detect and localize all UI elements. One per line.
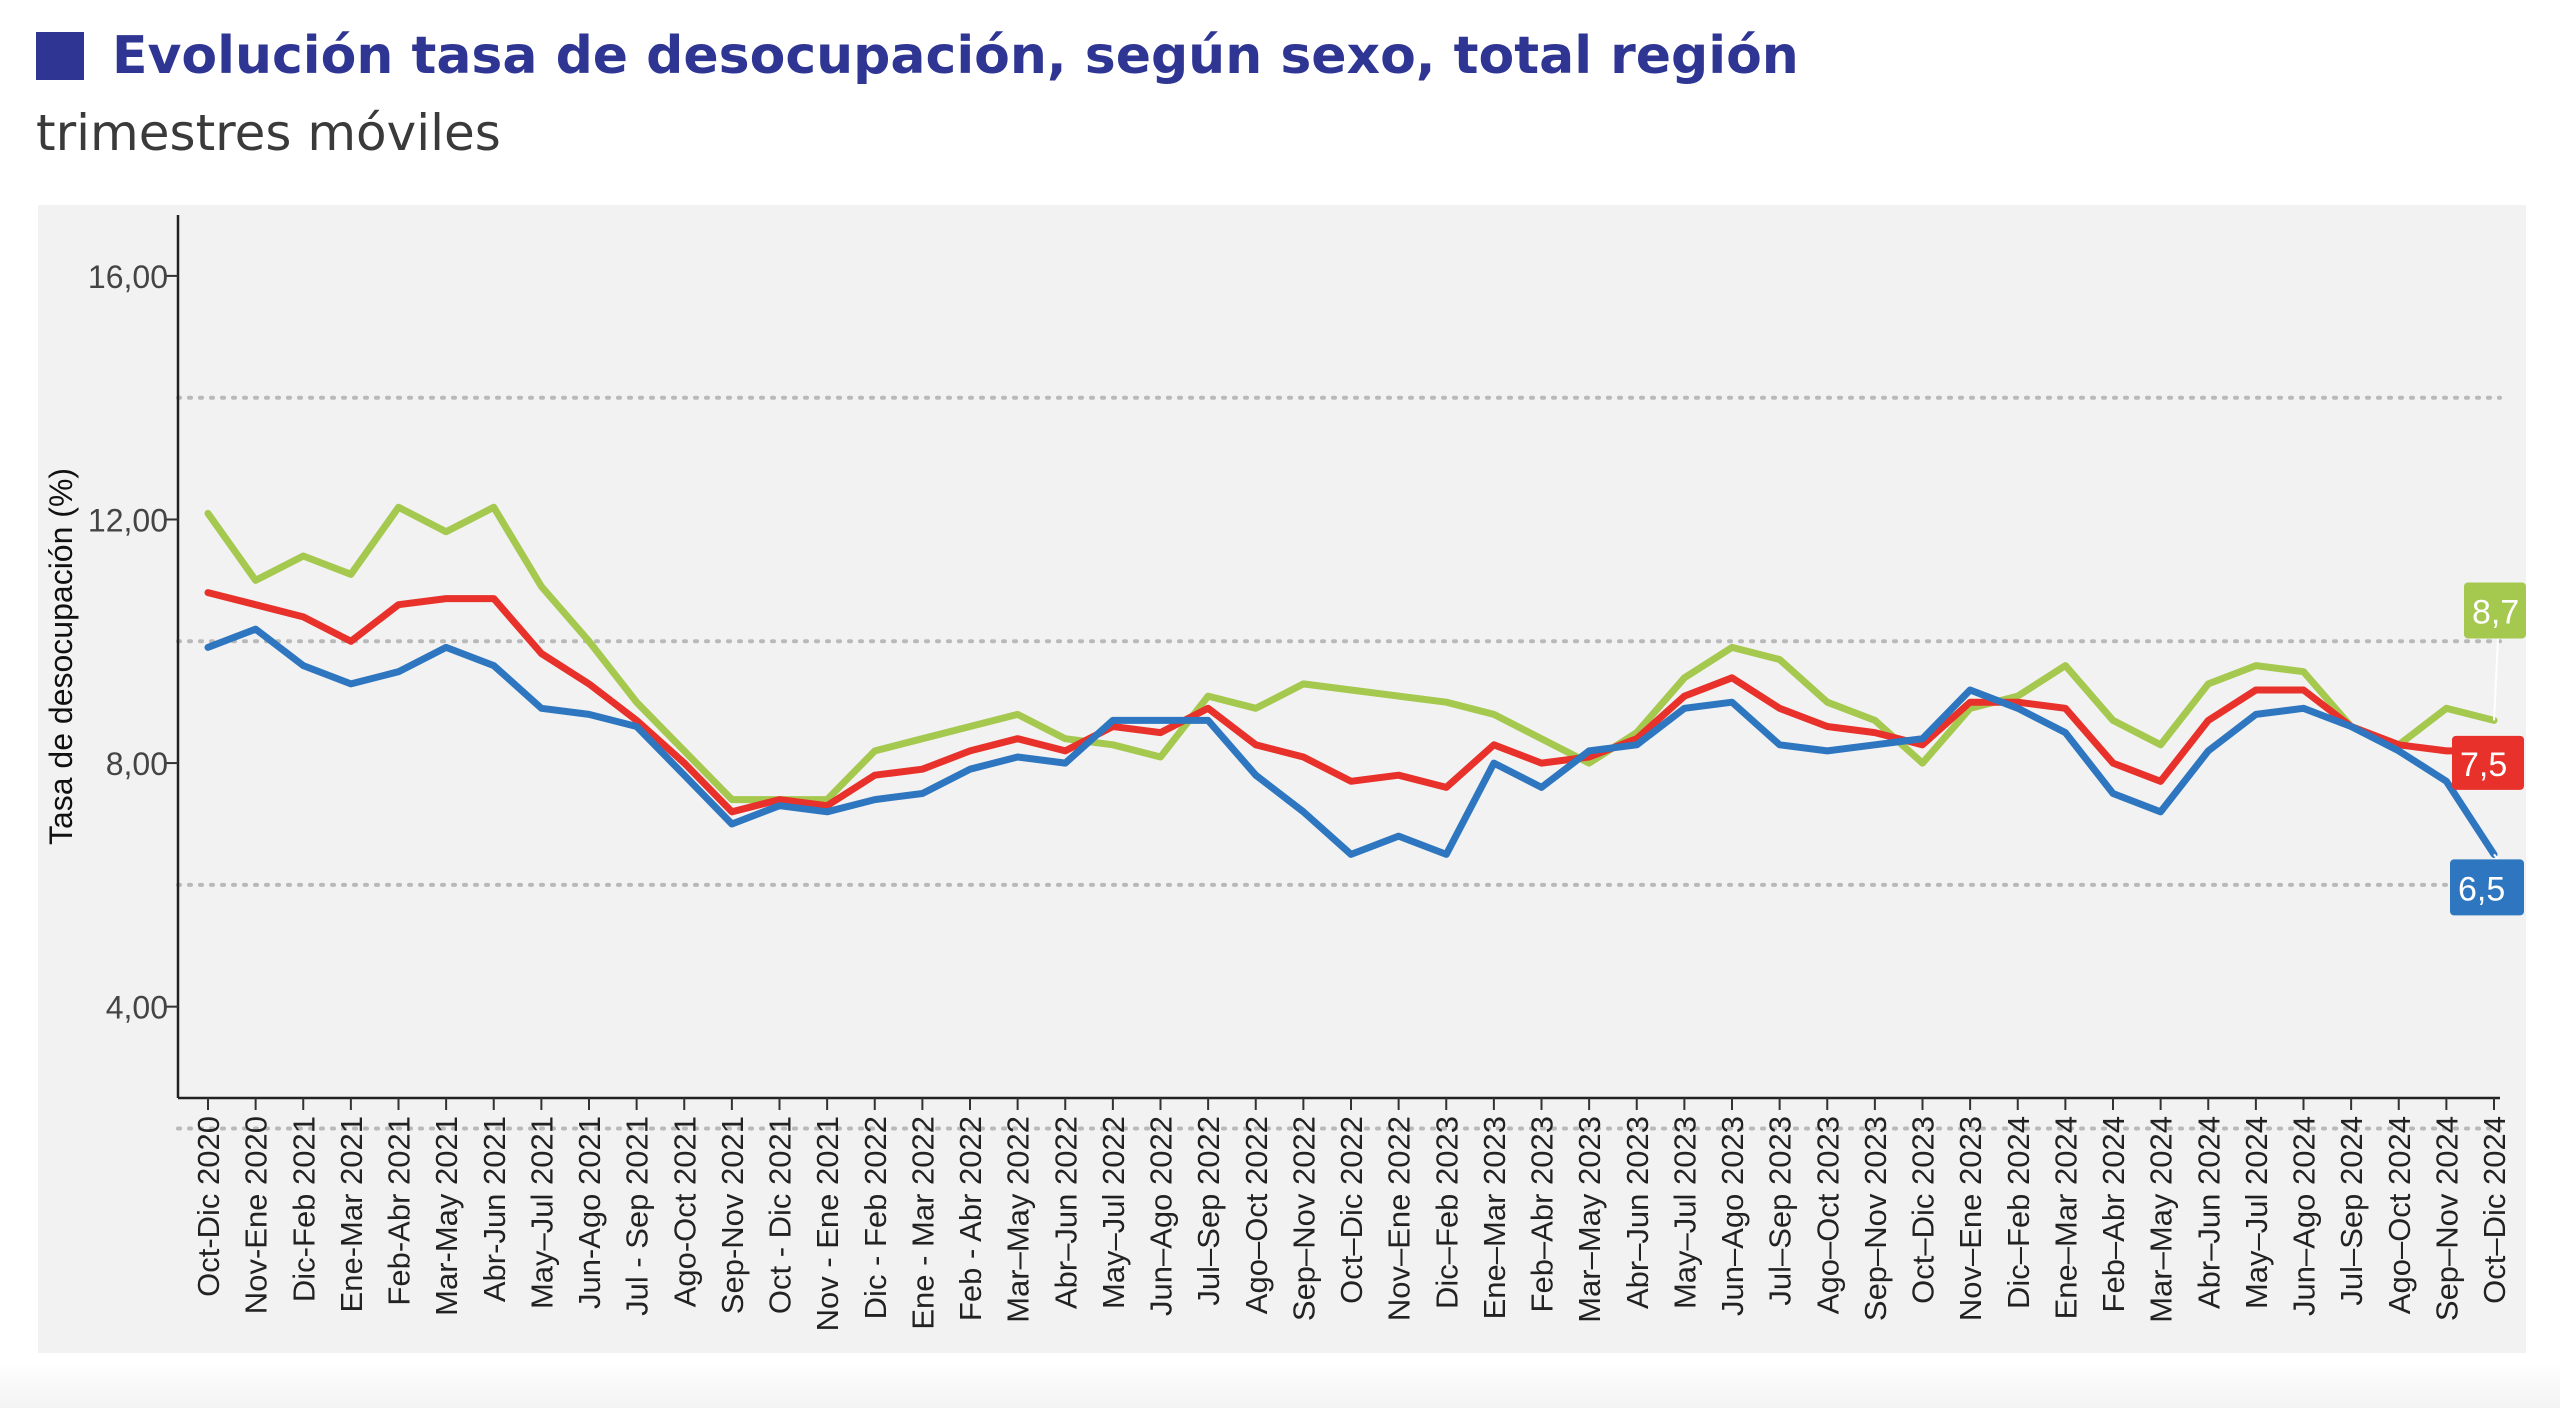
x-tick-label: Jun–Ago 2024 — [2287, 1116, 2322, 1316]
x-tick-label: Feb–Abr 2024 — [2096, 1116, 2131, 1312]
y-axis-label: Tasa de desocupación (%) — [43, 468, 79, 845]
x-tick-label: Sep–Nov 2023 — [1858, 1116, 1893, 1321]
end-label-text: 7,5 — [2460, 746, 2507, 784]
end-label-box — [2452, 735, 2524, 790]
x-tick-label: Oct–Dic 2024 — [2477, 1116, 2512, 1304]
x-tick-label: Dic–Feb 2024 — [2001, 1116, 2036, 1309]
x-tick-label: Jun–Ago 2022 — [1144, 1116, 1179, 1316]
title-square-icon — [36, 32, 84, 80]
x-tick-label: Abr-Jun 2021 — [477, 1116, 512, 1302]
x-tick-label: Nov–Ene 2023 — [1953, 1116, 1988, 1321]
x-tick-label: Abr–Jun 2022 — [1048, 1116, 1083, 1309]
chart-subtitle: trimestres móviles — [36, 104, 501, 162]
x-tick-label: Feb-Abr 2021 — [382, 1116, 417, 1306]
x-tick-label: Ene - Mar 2022 — [905, 1116, 940, 1330]
x-tick-label: Jul–Sep 2024 — [2334, 1116, 2369, 1306]
end-label-box — [2450, 859, 2524, 916]
x-tick-label: Oct-Dic 2020 — [191, 1116, 226, 1297]
x-tick-label: May–Jul 2023 — [1667, 1116, 1702, 1309]
x-tick-label: Mar–May 2024 — [2144, 1116, 2179, 1323]
x-tick-label: Oct–Dic 2022 — [1334, 1116, 1369, 1304]
x-tick-label: Nov - Ene 2021 — [810, 1116, 845, 1331]
bottom-fade — [0, 1362, 2560, 1408]
x-tick-label: Dic-Feb 2021 — [286, 1116, 321, 1302]
x-tick-label: May–Jul 2022 — [1096, 1116, 1131, 1309]
x-tick-label: Ago–Oct 2022 — [1239, 1116, 1274, 1314]
x-tick-label: Nov-Ene 2020 — [239, 1116, 274, 1314]
x-tick-label: Ago-Oct 2021 — [667, 1116, 702, 1307]
x-tick-label: Jul–Sep 2022 — [1191, 1116, 1226, 1306]
x-tick-label: Ago–Oct 2023 — [1810, 1116, 1845, 1314]
x-tick-label: Dic - Feb 2022 — [858, 1116, 893, 1319]
x-tick-label: Feb - Abr 2022 — [953, 1116, 988, 1321]
x-tick-label: Sep-Nov 2021 — [715, 1116, 750, 1314]
x-tick-label: Dic–Feb 2023 — [1429, 1116, 1464, 1309]
x-tick-label: Ago–Oct 2024 — [2382, 1116, 2417, 1314]
x-tick-label: Mar–May 2022 — [1001, 1116, 1036, 1323]
x-tick-label: Sep–Nov 2024 — [2429, 1116, 2464, 1321]
x-tick-label: Ene–Mar 2023 — [1477, 1116, 1512, 1319]
x-tick-label: Abr–Jun 2024 — [2191, 1116, 2226, 1309]
y-tick-label: 12,00 — [88, 502, 168, 538]
x-tick-label: May–Jul 2024 — [2239, 1116, 2274, 1309]
x-tick-label: Feb–Abr 2023 — [1525, 1116, 1560, 1312]
x-tick-label: Abr–Jun 2023 — [1620, 1116, 1655, 1309]
y-tick-label: 4,00 — [106, 990, 168, 1026]
end-label-text: 6,5 — [2458, 870, 2505, 908]
x-tick-label: Oct–Dic 2023 — [1906, 1116, 1941, 1304]
x-tick-label: Sep–Nov 2022 — [1286, 1116, 1321, 1321]
end-label-box — [2464, 582, 2526, 639]
series-line-0 — [204, 503, 2498, 804]
series-line-2 — [204, 625, 2498, 858]
x-tick-label: Ene–Mar 2024 — [2048, 1116, 2083, 1319]
end-label-text: 8,7 — [2472, 593, 2519, 631]
x-tick-label: Oct - Dic 2021 — [763, 1116, 798, 1314]
x-tick-label: Mar–May 2023 — [1572, 1116, 1607, 1323]
x-tick-label: May–Jul 2021 — [524, 1116, 559, 1309]
x-tick-label: Jun-Ago 2021 — [572, 1116, 607, 1309]
chart-title: Evolución tasa de desocupación, según se… — [112, 26, 1799, 86]
title-row: Evolución tasa de desocupación, según se… — [36, 30, 1799, 82]
end-label-leader — [2493, 638, 2499, 721]
y-tick-label: 8,00 — [106, 746, 168, 782]
x-tick-label: Mar-May 2021 — [429, 1116, 464, 1316]
end-label-leader — [2493, 853, 2499, 861]
x-tick-label: Jul - Sep 2021 — [620, 1116, 655, 1316]
x-tick-label: Jun–Ago 2023 — [1715, 1116, 1750, 1316]
x-tick-label: Nov–Ene 2022 — [1382, 1116, 1417, 1321]
series-line-1 — [204, 589, 2498, 816]
x-tick-label: Jul–Sep 2023 — [1763, 1116, 1798, 1306]
y-tick-label: 16,00 — [88, 259, 168, 295]
x-tick-label: Ene-Mar 2021 — [334, 1116, 369, 1312]
